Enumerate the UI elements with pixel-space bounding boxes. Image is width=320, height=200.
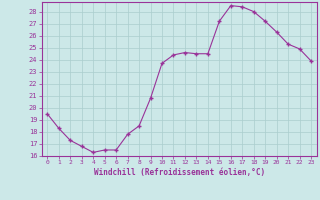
X-axis label: Windchill (Refroidissement éolien,°C): Windchill (Refroidissement éolien,°C): [94, 168, 265, 177]
